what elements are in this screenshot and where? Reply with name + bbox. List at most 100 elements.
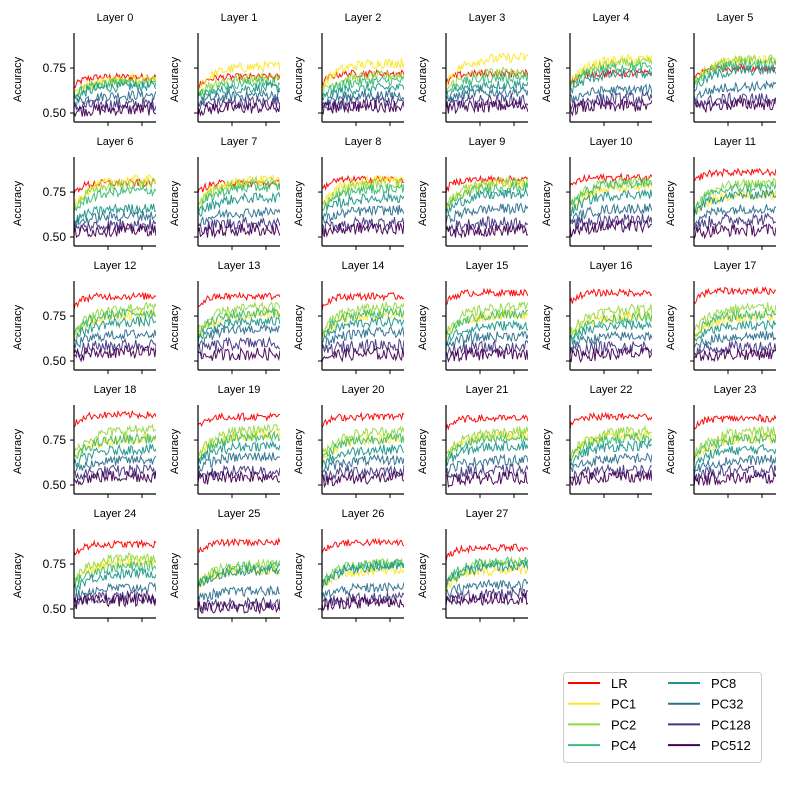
series-line-pc4 <box>446 309 528 336</box>
series-line-pc512 <box>322 98 404 115</box>
legend-item-pc2: PC2 <box>568 717 636 732</box>
series-line-pc2 <box>74 177 156 212</box>
series-line-pc2 <box>322 300 404 334</box>
series-line-pc128 <box>322 94 404 112</box>
panel-title: Layer 0 <box>97 12 134 24</box>
series-line-pc128 <box>570 340 652 357</box>
series-line-pc128 <box>694 463 776 482</box>
series-line-lr <box>570 411 652 430</box>
panel-layer-16: Layer 16 Accuracy <box>541 260 652 374</box>
series-line-pc128 <box>322 338 404 357</box>
series-line-pc32 <box>446 453 528 476</box>
series-line-pc4 <box>570 432 652 462</box>
series-line-pc2 <box>74 423 156 458</box>
series-lines <box>198 291 280 362</box>
panel-title: Layer 2 <box>345 12 382 24</box>
series-line-pc2 <box>446 301 528 335</box>
series-line-pc8 <box>570 189 652 217</box>
panel-title: Layer 26 <box>342 508 385 520</box>
series-line-pc512 <box>74 221 156 239</box>
series-line-pc4 <box>198 307 280 340</box>
panel-layer-2: Layer 2 Accuracy <box>293 12 404 126</box>
series-line-pc128 <box>74 463 156 481</box>
series-line-pc4 <box>446 432 528 464</box>
y-axis-label: Accuracy <box>12 552 24 598</box>
series-lines <box>322 174 404 238</box>
y-axis-label: Accuracy <box>12 304 24 350</box>
series-line-pc512 <box>570 218 652 238</box>
series-line-pc2 <box>570 303 652 337</box>
series-line-pc512 <box>446 223 528 239</box>
series-lines <box>694 167 776 240</box>
series-line-lr <box>198 72 280 91</box>
series-lines <box>694 54 776 113</box>
series-line-pc4 <box>694 432 776 464</box>
series-line-lr <box>74 409 156 428</box>
series-line-pc512 <box>570 347 652 364</box>
series-line-pc512 <box>694 347 776 363</box>
y-tick-label: 0.50 <box>43 602 67 616</box>
series-line-pc512 <box>198 222 280 239</box>
series-line-pc32 <box>694 454 776 477</box>
series-line-pc512 <box>446 346 528 363</box>
y-axis-label: Accuracy <box>293 180 305 226</box>
series-line-pc128 <box>74 218 156 236</box>
series-line-pc32 <box>570 452 652 473</box>
panel-layer-23: Layer 23 Accuracy <box>665 384 776 498</box>
series-line-pc4 <box>322 75 404 98</box>
panel-title: Layer 6 <box>97 136 134 148</box>
panel-layer-27: Layer 27 Accuracy <box>417 508 528 622</box>
series-line-pc512 <box>446 470 528 488</box>
series-line-pc32 <box>322 453 404 475</box>
panel-layer-26: Layer 26 Accuracy <box>293 508 404 622</box>
series-line-pc512 <box>446 99 528 115</box>
series-line-pc512 <box>570 469 652 487</box>
series-line-pc128 <box>446 463 528 481</box>
series-line-pc8 <box>74 567 156 592</box>
legend-label: PC2 <box>611 717 636 732</box>
series-line-pc4 <box>446 71 528 94</box>
series-line-pc32 <box>198 206 280 227</box>
series-line-lr <box>322 537 404 554</box>
panel-layer-1: Layer 1 Accuracy <box>169 12 280 126</box>
panel-title: Layer 20 <box>342 384 385 396</box>
legend-item-pc1: PC1 <box>568 697 636 712</box>
series-lines <box>446 174 528 239</box>
series-line-pc512 <box>198 600 280 615</box>
series-line-lr <box>198 291 280 308</box>
series-line-pc1 <box>570 181 652 212</box>
y-axis-label: Accuracy <box>417 56 429 102</box>
series-line-pc512 <box>694 471 776 487</box>
series-line-pc512 <box>322 346 404 363</box>
series-line-lr <box>446 413 528 431</box>
series-line-pc8 <box>446 439 528 466</box>
panel-layer-6: Layer 6 Accuracy 0.50 0.75 <box>12 136 156 250</box>
series-line-pc8 <box>570 320 652 346</box>
series-line-lr <box>74 538 156 556</box>
legend-label: PC4 <box>611 738 636 753</box>
series-line-pc8 <box>446 187 528 215</box>
y-axis-label: Accuracy <box>169 180 181 226</box>
series-line-lr <box>446 543 528 562</box>
series-line-pc32 <box>74 581 156 603</box>
series-line-pc8 <box>694 64 776 92</box>
legend: LR PC1 PC2 PC4 PC8 PC32 PC128 PC512 <box>563 672 762 763</box>
series-lines <box>74 72 156 118</box>
series-line-pc4 <box>446 181 528 208</box>
series-line-pc32 <box>446 85 528 104</box>
y-tick-label: 0.50 <box>43 354 67 368</box>
series-line-pc8 <box>322 444 404 470</box>
panel-title: Layer 12 <box>94 260 137 272</box>
y-axis-label: Accuracy <box>665 428 677 474</box>
y-axis-label: Accuracy <box>169 56 181 102</box>
y-axis-label: Accuracy <box>293 552 305 598</box>
legend-label: PC128 <box>711 717 751 732</box>
series-line-pc4 <box>322 432 404 463</box>
series-line-pc8 <box>74 443 156 468</box>
series-line-pc8 <box>198 191 280 217</box>
series-lines <box>446 413 528 488</box>
legend-label: LR <box>611 676 628 691</box>
series-line-lr <box>570 172 652 187</box>
series-line-pc32 <box>322 205 404 224</box>
